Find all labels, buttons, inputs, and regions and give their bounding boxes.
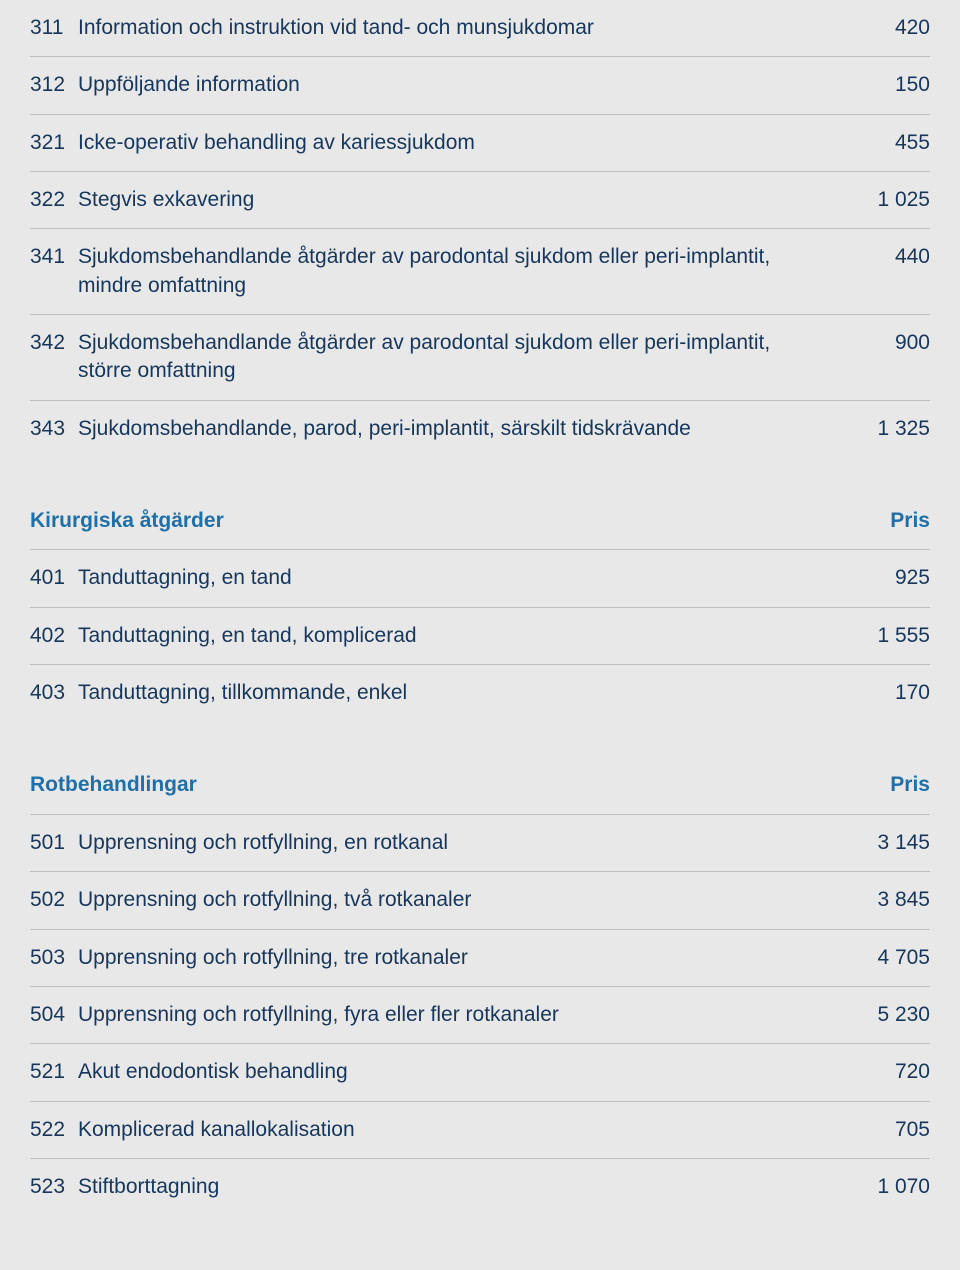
row-value: 5 230 (800, 1001, 930, 1029)
row-value: 440 (800, 243, 930, 271)
row-code: 521 (30, 1058, 78, 1086)
row-value: 900 (800, 329, 930, 357)
row-code: 504 (30, 1001, 78, 1029)
row-code: 501 (30, 829, 78, 857)
row-desc: Stiftborttagning (78, 1173, 800, 1201)
section-pris-label: Pris (800, 771, 930, 799)
table-row: 504 Upprensning och rotfyllning, fyra el… (30, 987, 930, 1044)
table-row: 503 Upprensning och rotfyllning, tre rot… (30, 930, 930, 987)
row-code: 312 (30, 71, 78, 99)
row-value: 1 025 (800, 186, 930, 214)
row-value: 925 (800, 564, 930, 592)
row-code: 523 (30, 1173, 78, 1201)
section-pris-label: Pris (800, 507, 930, 535)
row-value: 705 (800, 1116, 930, 1144)
table-row: 402 Tanduttagning, en tand, komplicerad … (30, 608, 930, 665)
section-title: Kirurgiska åtgärder (30, 507, 800, 535)
section-title: Rotbehandlingar (30, 771, 800, 799)
row-desc: Stegvis exkavering (78, 186, 800, 214)
section-header-kirurgiska: Kirurgiska åtgärder Pris (30, 457, 930, 550)
row-desc: Upprensning och rotfyllning, tre rotkana… (78, 944, 800, 972)
table-row: 322 Stegvis exkavering 1 025 (30, 172, 930, 229)
table-row: 523 Stiftborttagning 1 070 (30, 1159, 930, 1215)
row-value: 455 (800, 129, 930, 157)
row-desc: Sjukdomsbehandlande åtgärder av parodont… (78, 243, 800, 300)
table-row: 311 Information och instruktion vid tand… (30, 0, 930, 57)
table-row: 501 Upprensning och rotfyllning, en rotk… (30, 815, 930, 872)
row-desc: Information och instruktion vid tand- oc… (78, 14, 800, 42)
row-desc: Tanduttagning, tillkommande, enkel (78, 679, 800, 707)
row-code: 341 (30, 243, 78, 271)
row-code: 321 (30, 129, 78, 157)
price-table-3: 501 Upprensning och rotfyllning, en rotk… (30, 815, 930, 1215)
row-value: 1 070 (800, 1173, 930, 1201)
table-row: 312 Uppföljande information 150 (30, 57, 930, 114)
row-value: 150 (800, 71, 930, 99)
row-code: 322 (30, 186, 78, 214)
row-value: 4 705 (800, 944, 930, 972)
table-row: 521 Akut endodontisk behandling 720 (30, 1044, 930, 1101)
row-desc: Icke-operativ behandling av kariessjukdo… (78, 129, 800, 157)
table-row: 343 Sjukdomsbehandlande, parod, peri-imp… (30, 401, 930, 457)
table-row: 341 Sjukdomsbehandlande åtgärder av paro… (30, 229, 930, 315)
row-desc: Tanduttagning, en tand, komplicerad (78, 622, 800, 650)
row-desc: Upprensning och rotfyllning, fyra eller … (78, 1001, 800, 1029)
row-code: 311 (30, 14, 78, 42)
table-row: 502 Upprensning och rotfyllning, två rot… (30, 872, 930, 929)
table-row: 342 Sjukdomsbehandlande åtgärder av paro… (30, 315, 930, 401)
row-value: 1 325 (800, 415, 930, 443)
table-row: 403 Tanduttagning, tillkommande, enkel 1… (30, 665, 930, 721)
section-header-rotbehandlingar: Rotbehandlingar Pris (30, 721, 930, 814)
price-table-1: 311 Information och instruktion vid tand… (30, 0, 930, 457)
row-desc: Tanduttagning, en tand (78, 564, 800, 592)
table-row: 522 Komplicerad kanallokalisation 705 (30, 1102, 930, 1159)
row-desc: Upprensning och rotfyllning, två rotkana… (78, 886, 800, 914)
row-code: 401 (30, 564, 78, 592)
row-code: 343 (30, 415, 78, 443)
table-row: 321 Icke-operativ behandling av kariessj… (30, 115, 930, 172)
row-value: 720 (800, 1058, 930, 1086)
row-value: 420 (800, 14, 930, 42)
row-value: 3 845 (800, 886, 930, 914)
row-desc: Akut endodontisk behandling (78, 1058, 800, 1086)
row-desc: Sjukdomsbehandlande åtgärder av parodont… (78, 329, 800, 386)
row-value: 3 145 (800, 829, 930, 857)
row-code: 342 (30, 329, 78, 357)
row-desc: Sjukdomsbehandlande, parod, peri-implant… (78, 415, 800, 443)
row-code: 403 (30, 679, 78, 707)
row-code: 522 (30, 1116, 78, 1144)
price-table-2: 401 Tanduttagning, en tand 925 402 Tandu… (30, 550, 930, 721)
row-value: 1 555 (800, 622, 930, 650)
row-code: 503 (30, 944, 78, 972)
row-desc: Komplicerad kanallokalisation (78, 1116, 800, 1144)
row-desc: Uppföljande information (78, 71, 800, 99)
table-row: 401 Tanduttagning, en tand 925 (30, 550, 930, 607)
row-value: 170 (800, 679, 930, 707)
row-code: 402 (30, 622, 78, 650)
row-code: 502 (30, 886, 78, 914)
row-desc: Upprensning och rotfyllning, en rotkanal (78, 829, 800, 857)
